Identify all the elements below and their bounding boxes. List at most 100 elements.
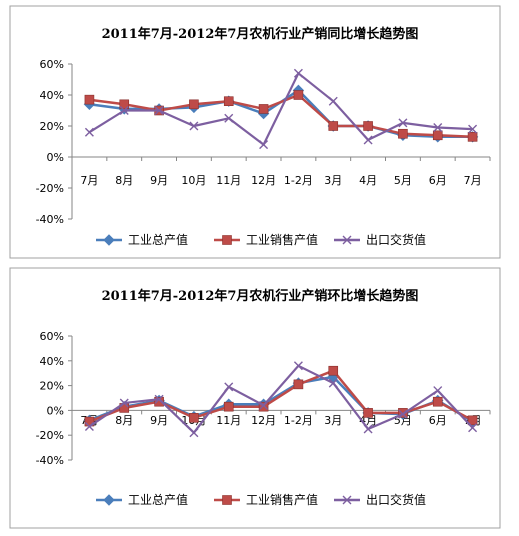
x-tick-label: 9月 bbox=[150, 414, 168, 427]
data-point bbox=[119, 99, 130, 110]
y-tick-label: 60% bbox=[40, 58, 64, 71]
data-point bbox=[154, 394, 164, 404]
series-line bbox=[88, 364, 474, 434]
y-tick-label: 20% bbox=[40, 380, 64, 393]
data-point bbox=[223, 401, 234, 412]
legend: 工业总产值 工业销售产值 出口交货值 bbox=[96, 232, 426, 247]
legend-label: 工业总产值 bbox=[128, 492, 188, 507]
series-2 bbox=[84, 90, 478, 142]
data-point bbox=[293, 90, 304, 100]
chart-frame bbox=[9, 5, 501, 259]
legend-label: 工业销售产值 bbox=[246, 232, 318, 247]
x-tick-label: 6月 bbox=[429, 414, 447, 427]
x-tick-label: 11月 bbox=[216, 174, 241, 187]
chart-title: 2011年7月-2012年7月农机行业产销同比增长趋势图 bbox=[102, 26, 419, 42]
y-tick-label: -20% bbox=[36, 182, 64, 195]
x-tick-label: 6月 bbox=[429, 174, 447, 187]
data-point bbox=[224, 382, 234, 392]
data-point bbox=[433, 123, 443, 133]
data-point bbox=[189, 99, 199, 110]
x-tick-label: 12月 bbox=[251, 174, 276, 187]
mom-growth-chart: 2011年7月-2012年7月农机行业产销环比增长趋势图 60% 40% 20% 0%… bbox=[0, 262, 519, 536]
yoy-growth-chart-svg: 2011年7月-2012年7月农机行业产销同比增长趋势图 60% 40% 20% 0%… bbox=[9, 5, 501, 259]
data-point bbox=[119, 106, 129, 115]
data-point bbox=[293, 379, 304, 390]
x-tick-label: 8月 bbox=[115, 174, 133, 187]
data-point bbox=[363, 408, 373, 418]
legend: 工业总产值 工业销售产值 出口交货值 bbox=[96, 492, 426, 507]
x-tick-label: 7月 bbox=[80, 174, 98, 187]
legend-item: 出口交货值 bbox=[334, 232, 426, 247]
y-tick-label: 60% bbox=[40, 330, 64, 343]
data-point bbox=[84, 94, 95, 105]
series-3 bbox=[84, 361, 478, 438]
x-tick-label: 1-2月 bbox=[284, 414, 313, 427]
legend-marker bbox=[103, 494, 115, 506]
legend-item: 工业销售产值 bbox=[214, 492, 318, 507]
data-point bbox=[467, 415, 478, 426]
data-point bbox=[189, 428, 199, 438]
x-tick-label: 1-2月 bbox=[284, 174, 313, 187]
series-3 bbox=[84, 68, 478, 150]
legend-item: 工业总产值 bbox=[96, 492, 188, 507]
data-point bbox=[398, 128, 408, 139]
data-point bbox=[328, 378, 338, 388]
legend-marker bbox=[342, 495, 352, 505]
data-point bbox=[224, 113, 234, 123]
data-point bbox=[293, 68, 303, 78]
legend-item: 工业总产值 bbox=[96, 232, 188, 247]
data-point bbox=[328, 121, 339, 131]
y-tick-label: 40% bbox=[40, 89, 64, 102]
y-tick-label: -40% bbox=[36, 213, 64, 226]
y-tick-label: 20% bbox=[40, 120, 64, 133]
data-point bbox=[363, 135, 373, 145]
legend-label: 工业总产值 bbox=[128, 232, 188, 247]
data-point bbox=[328, 365, 339, 376]
legend-marker bbox=[222, 495, 232, 505]
x-tick-label: 4月 bbox=[359, 174, 377, 187]
data-point bbox=[84, 127, 94, 137]
chart-frame bbox=[9, 267, 501, 529]
data-point bbox=[328, 96, 338, 106]
data-point bbox=[259, 400, 269, 410]
x-tick-label: 9月 bbox=[150, 174, 168, 187]
data-point bbox=[259, 140, 269, 150]
data-point bbox=[154, 396, 164, 407]
legend-marker bbox=[103, 234, 115, 246]
data-point bbox=[154, 106, 164, 115]
x-tick-label: 12月 bbox=[251, 414, 276, 427]
data-point bbox=[223, 96, 234, 106]
data-point bbox=[432, 396, 443, 407]
legend-marker bbox=[342, 235, 352, 245]
legend-label: 工业销售产值 bbox=[246, 492, 318, 507]
x-tick-label: 7月 bbox=[464, 174, 482, 187]
data-point bbox=[467, 132, 478, 142]
data-point bbox=[119, 398, 129, 408]
legend-marker bbox=[222, 235, 232, 245]
data-point bbox=[363, 121, 373, 131]
data-point bbox=[433, 386, 443, 396]
legend-item: 出口交货值 bbox=[334, 492, 426, 507]
legend-label: 出口交货值 bbox=[366, 232, 426, 247]
y-tick-label: -40% bbox=[36, 454, 64, 467]
data-point bbox=[258, 401, 269, 412]
yoy-growth-chart: 2011年7月-2012年7月农机行业产销同比增长趋势图 60% 40% 20% 0%… bbox=[0, 0, 519, 262]
x-tick-label: 8月 bbox=[115, 414, 133, 427]
data-point bbox=[398, 409, 408, 419]
x-tick-label: 3月 bbox=[324, 414, 342, 427]
data-point bbox=[189, 413, 199, 423]
legend-item: 工业销售产值 bbox=[214, 232, 318, 247]
x-tick-label: 11月 bbox=[216, 414, 241, 427]
legend-label: 出口交货值 bbox=[366, 492, 426, 507]
x-tick-label: 10月 bbox=[181, 174, 206, 187]
data-point bbox=[84, 422, 94, 432]
data-point bbox=[258, 104, 269, 114]
data-point bbox=[189, 121, 199, 131]
data-point bbox=[363, 424, 373, 434]
x-tick-label: 5月 bbox=[394, 174, 412, 187]
data-point bbox=[468, 423, 478, 433]
series-line bbox=[88, 72, 473, 146]
data-point bbox=[432, 130, 443, 141]
y-tick-label: 40% bbox=[40, 355, 64, 368]
data-point bbox=[468, 124, 478, 134]
